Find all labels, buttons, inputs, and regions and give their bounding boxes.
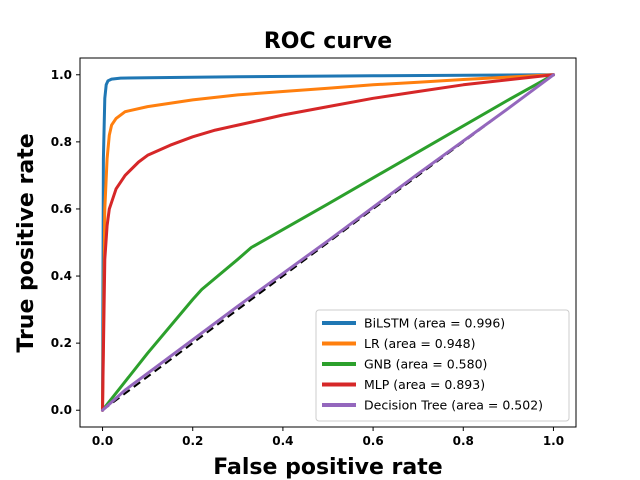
legend-entry-label: Decision Tree (area = 0.502) (364, 398, 543, 413)
legend-entry-label: GNB (area = 0.580) (364, 357, 487, 372)
x-tick-label: 0.0 (92, 434, 113, 448)
y-tick-label: 1.0 (51, 68, 72, 82)
y-axis-ticks: 0.0 0.2 0.4 0.6 0.8 1.0 (51, 68, 80, 417)
series-line-4 (101, 73, 555, 412)
chart-title: ROC curve (264, 29, 392, 54)
x-tick-label: 0.8 (453, 434, 474, 448)
x-axis-ticks: 0.0 0.2 0.4 0.6 0.8 1.0 (92, 427, 564, 448)
y-tick-label: 0.8 (51, 135, 72, 149)
x-tick-label: 0.6 (362, 434, 383, 448)
x-tick-label: 0.2 (182, 434, 203, 448)
legend: BiLSTM (area = 0.996) LR (area = 0.948) GN… (315, 309, 570, 422)
series-line-1 (101, 73, 555, 412)
y-tick-label: 0.2 (51, 336, 72, 350)
legend-entry-label: BiLSTM (area = 0.996) (364, 316, 505, 331)
legend-box (315, 309, 570, 422)
legend-entry-label: MLP (area = 0.893) (364, 377, 485, 392)
y-tick-label: 0.4 (51, 269, 72, 283)
x-tick-label: 0.4 (272, 434, 293, 448)
legend-items: BiLSTM (area = 0.996) LR (area = 0.948) GN… (322, 316, 543, 413)
plot-frame (79, 57, 577, 428)
series-line-3 (101, 73, 555, 412)
series-line-2 (101, 73, 555, 412)
x-tick-label: 1.0 (543, 434, 564, 448)
y-tick-label: 0.6 (51, 202, 72, 216)
series-line-0 (101, 73, 555, 412)
plot-area: 0.0 0.2 0.4 0.6 0.8 1.0 0.0 0.2 0.4 0.6 0.8 1.0 (51, 57, 577, 448)
y-tick-label: 0.0 (51, 403, 72, 417)
series-lines (101, 73, 555, 412)
y-axis-label: True positive rate (14, 133, 39, 352)
x-axis-label: False positive rate (213, 455, 442, 480)
legend-entry-label: LR (area = 0.948) (364, 336, 475, 351)
